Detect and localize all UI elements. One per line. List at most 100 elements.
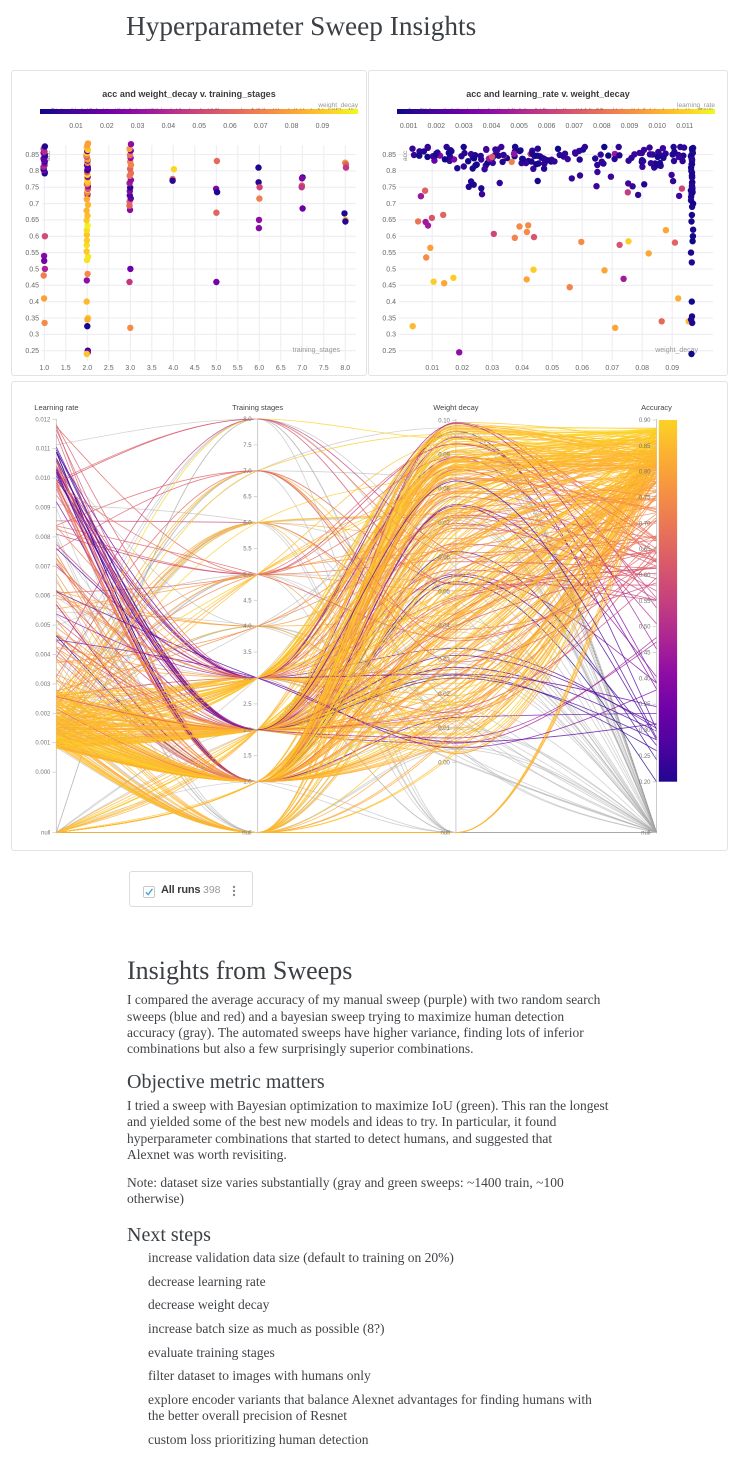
svg-text:0.45: 0.45 (25, 283, 39, 290)
svg-text:0.011: 0.011 (676, 123, 693, 130)
svg-text:0.7: 0.7 (386, 201, 396, 208)
svg-text:0.002: 0.002 (428, 123, 446, 130)
svg-text:6.5: 6.5 (243, 495, 252, 501)
svg-text:0.09: 0.09 (665, 365, 679, 372)
svg-text:0.05: 0.05 (545, 365, 559, 372)
svg-text:5.0: 5.0 (211, 365, 221, 372)
svg-text:0.3: 0.3 (386, 332, 396, 339)
svg-text:0.5: 0.5 (29, 266, 39, 273)
svg-text:0.06: 0.06 (575, 365, 589, 372)
svg-text:0.02: 0.02 (100, 123, 114, 130)
svg-text:0.7: 0.7 (29, 201, 39, 208)
svg-text:0.04: 0.04 (162, 123, 176, 130)
svg-text:0.011: 0.011 (36, 447, 51, 453)
svg-text:0.010: 0.010 (35, 476, 51, 482)
svg-text:0.05: 0.05 (438, 589, 450, 595)
svg-text:0.55: 0.55 (382, 250, 396, 257)
svg-text:0.85: 0.85 (639, 444, 651, 450)
svg-text:0.009: 0.009 (621, 123, 639, 130)
svg-text:0.000: 0.000 (35, 770, 51, 776)
svg-text:0.70: 0.70 (639, 521, 651, 527)
svg-text:0.4: 0.4 (29, 299, 39, 306)
svg-text:0.8: 0.8 (29, 168, 39, 175)
svg-text:7.0: 7.0 (243, 469, 252, 475)
svg-text:weight_decay: weight_decay (654, 347, 698, 354)
svg-text:0.65: 0.65 (382, 217, 396, 224)
svg-text:0.55: 0.55 (639, 599, 651, 605)
svg-text:4.0: 4.0 (243, 624, 252, 630)
svg-text:weight_decay: weight_decay (317, 102, 358, 109)
svg-text:0.003: 0.003 (35, 682, 51, 688)
svg-text:5.5: 5.5 (243, 547, 252, 553)
svg-text:1.5: 1.5 (61, 365, 71, 372)
svg-text:6.0: 6.0 (243, 521, 252, 527)
svg-text:0.06: 0.06 (438, 555, 450, 561)
svg-text:0.00: 0.00 (438, 760, 450, 766)
svg-text:0.03: 0.03 (485, 365, 499, 372)
svg-text:8.0: 8.0 (340, 365, 350, 372)
svg-text:0.005: 0.005 (510, 123, 528, 130)
svg-text:0.35: 0.35 (382, 315, 396, 322)
svg-text:0.09: 0.09 (316, 123, 330, 130)
svg-text:acc: acc (45, 150, 52, 161)
svg-text:0.08: 0.08 (635, 365, 649, 372)
svg-text:3.0: 3.0 (243, 676, 252, 682)
svg-text:0.03: 0.03 (438, 658, 450, 664)
svg-text:0.35: 0.35 (25, 315, 39, 322)
svg-text:0.75: 0.75 (25, 185, 39, 192)
svg-text:0.6: 0.6 (386, 234, 396, 241)
svg-text:0.009: 0.009 (35, 506, 51, 512)
svg-text:0.04: 0.04 (438, 624, 450, 630)
svg-text:0.75: 0.75 (382, 185, 396, 192)
svg-text:0.04: 0.04 (515, 365, 529, 372)
svg-text:0.50: 0.50 (639, 625, 651, 631)
svg-text:7.0: 7.0 (297, 365, 307, 372)
svg-text:0.25: 0.25 (382, 348, 396, 355)
svg-text:3.0: 3.0 (125, 365, 135, 372)
svg-text:0.45: 0.45 (639, 651, 651, 657)
svg-text:0.02: 0.02 (438, 692, 450, 698)
svg-text:0.05: 0.05 (192, 123, 206, 130)
svg-text:0.005: 0.005 (35, 623, 51, 629)
svg-text:0.35: 0.35 (639, 702, 651, 708)
svg-text:6.5: 6.5 (276, 365, 286, 372)
svg-text:0.004: 0.004 (483, 123, 501, 130)
svg-text:4.5: 4.5 (190, 365, 200, 372)
svg-text:0.002: 0.002 (35, 711, 51, 717)
svg-text:0.007: 0.007 (35, 564, 51, 570)
svg-text:0.003: 0.003 (455, 123, 473, 130)
svg-text:Training stages: Training stages (232, 403, 283, 412)
svg-text:5.0: 5.0 (243, 572, 252, 578)
svg-text:0.45: 0.45 (382, 283, 396, 290)
svg-text:2.0: 2.0 (82, 365, 92, 372)
svg-text:0.001: 0.001 (400, 123, 418, 130)
svg-text:Accuracy: Accuracy (641, 403, 672, 412)
svg-text:2.0: 2.0 (243, 728, 252, 734)
svg-text:0.25: 0.25 (25, 348, 39, 355)
svg-text:0.65: 0.65 (639, 547, 651, 553)
svg-text:0.10: 0.10 (438, 418, 450, 424)
svg-text:3.5: 3.5 (147, 365, 157, 372)
svg-text:0.25: 0.25 (639, 754, 651, 760)
svg-text:0.5: 0.5 (386, 266, 396, 273)
svg-text:0.08: 0.08 (438, 487, 450, 493)
svg-text:0.001: 0.001 (35, 741, 51, 747)
svg-text:1.5: 1.5 (243, 754, 252, 760)
svg-text:0.09: 0.09 (438, 453, 450, 459)
svg-text:1.0: 1.0 (39, 365, 49, 372)
svg-text:0.06: 0.06 (223, 123, 237, 130)
svg-text:0.85: 0.85 (382, 152, 396, 159)
svg-text:0.30: 0.30 (639, 728, 651, 734)
svg-text:0.004: 0.004 (35, 653, 51, 659)
svg-text:0.60: 0.60 (639, 573, 651, 579)
svg-text:null: null (41, 831, 50, 837)
svg-text:1.0: 1.0 (243, 780, 252, 786)
svg-text:3.5: 3.5 (243, 650, 252, 656)
svg-text:0.02: 0.02 (455, 365, 469, 372)
svg-text:acc and weight_decay v. traini: acc and weight_decay v. training_stages (102, 89, 275, 99)
svg-text:Weight decay: Weight decay (433, 403, 479, 412)
svg-text:0.07: 0.07 (605, 365, 619, 372)
svg-text:2.5: 2.5 (104, 365, 114, 372)
svg-text:0.75: 0.75 (639, 496, 651, 502)
svg-text:0.07: 0.07 (438, 521, 450, 527)
